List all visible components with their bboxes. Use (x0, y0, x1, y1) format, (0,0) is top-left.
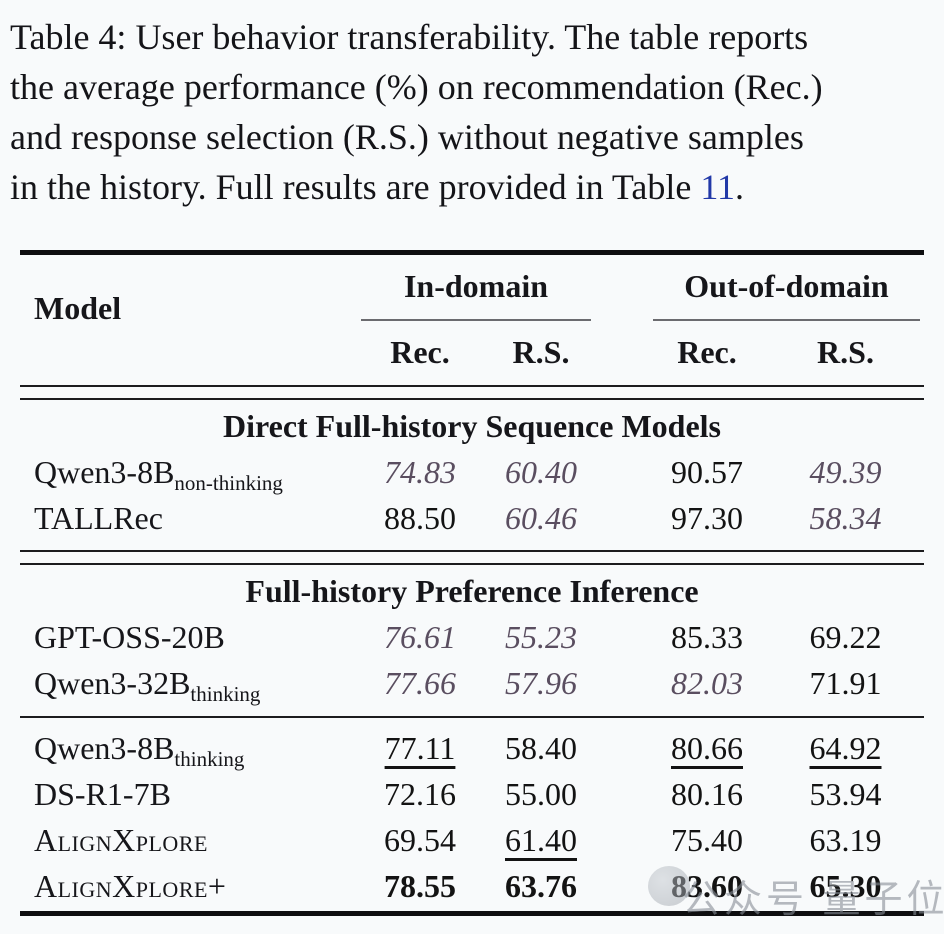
column-header-rs-in: R.S. (512, 334, 570, 370)
section-single-rule (20, 715, 924, 718)
value-cell: 77.11 (384, 729, 456, 766)
model-name: AlignXplore (34, 821, 208, 858)
model-name: GPT-OSS-20B (34, 619, 225, 655)
column-header-rs-out: R.S. (817, 334, 874, 370)
table-header: Model In-domain Out-of-domain Rec. R.S. … (20, 255, 924, 385)
caption-line: Table 4: User behavior transferability. … (10, 17, 809, 57)
value-cell: 58.34 (809, 500, 882, 536)
value-cell: 55.00 (505, 775, 577, 812)
caption-line: and response selection (R.S.) without ne… (10, 117, 804, 157)
value-cell: 69.54 (384, 821, 456, 858)
section-title: Full-history Preference Inference (245, 573, 699, 609)
value-cell: 80.16 (671, 775, 743, 812)
value-cell: 71.91 (809, 665, 882, 701)
caption-line: in the history. Full results are provide… (10, 162, 936, 212)
table-row: Qwen3-8Bthinking 77.11 58.40 80.66 64.92 (20, 725, 924, 771)
table-row: DS-R1-7B 72.16 55.00 80.16 53.94 (20, 771, 924, 817)
model-name: TALLRec (34, 500, 163, 536)
value-cell: 61.40 (505, 821, 577, 858)
group-header-out-of-domain: Out-of-domain (653, 255, 920, 321)
value-cell: 97.30 (671, 500, 743, 536)
value-cell: 55.23 (505, 619, 577, 655)
value-cell: 74.83 (384, 454, 456, 490)
value-cell: 75.40 (671, 821, 743, 858)
header-double-rule (20, 384, 924, 400)
results-table: Model In-domain Out-of-domain Rec. R.S. … (20, 250, 924, 916)
caption-text: . (735, 167, 745, 207)
value-cell: 60.40 (505, 454, 577, 490)
value-cell: 65.30 (809, 867, 882, 904)
caption-line: the average performance (%) on recommend… (10, 67, 823, 107)
value-cell: 58.40 (505, 729, 577, 766)
value-cell: 78.55 (384, 867, 456, 904)
caption-text: in the history. Full results are provide… (10, 167, 701, 207)
value-cell: 90.57 (671, 454, 743, 490)
section-direct-full-history: Direct Full-history Sequence Models Qwen… (20, 400, 924, 542)
model-name: Qwen3-32Bthinking (34, 665, 261, 706)
table-11-link[interactable]: 11 (700, 167, 736, 207)
value-cell: 83.60 (671, 867, 743, 904)
table-row: Qwen3-32Bthinking 77.66 57.96 82.03 71.9… (20, 661, 924, 707)
column-header-model: Model (34, 290, 122, 326)
value-cell: 72.16 (384, 775, 456, 812)
table-bottom-rule (20, 911, 924, 916)
value-cell: 69.22 (809, 619, 882, 655)
model-name: Qwen3-8Bnon-thinking (34, 454, 283, 495)
model-subscript: thinking (174, 746, 245, 771)
value-cell: 53.94 (809, 775, 882, 812)
value-cell: 76.61 (384, 619, 456, 655)
section-ours: Qwen3-8Bthinking 77.11 58.40 80.66 64.92… (20, 718, 924, 909)
section-preference-inference: Full-history Preference Inference GPT-OS… (20, 565, 924, 707)
value-cell: 63.76 (505, 867, 577, 904)
value-cell: 60.46 (505, 500, 577, 536)
table-row: TALLRec 88.50 60.46 97.30 58.34 (20, 496, 924, 542)
table-row: AlignXplore+ 78.55 63.76 83.60 65.30 (20, 863, 924, 909)
column-header-rec-in: Rec. (390, 334, 450, 370)
value-cell: 77.66 (384, 665, 456, 701)
table-row: GPT-OSS-20B 76.61 55.23 85.33 69.22 (20, 615, 924, 661)
value-cell: 64.92 (809, 729, 882, 766)
section-double-rule (20, 549, 924, 565)
model-subscript: thinking (190, 682, 261, 706)
value-cell: 85.33 (671, 619, 743, 655)
value-cell: 63.19 (809, 821, 882, 858)
model-name: Qwen3-8Bthinking (34, 729, 245, 771)
value-cell: 82.03 (671, 665, 743, 701)
table-row: AlignXplore 69.54 61.40 75.40 63.19 (20, 817, 924, 863)
value-cell: 80.66 (671, 729, 743, 766)
section-title: Direct Full-history Sequence Models (222, 408, 721, 444)
model-name: AlignXplore+ (34, 867, 227, 904)
value-cell: 88.50 (384, 500, 456, 536)
value-cell: 57.96 (505, 665, 577, 701)
table-row: Qwen3-8Bnon-thinking 74.83 60.40 90.57 4… (20, 450, 924, 496)
model-name: DS-R1-7B (34, 775, 171, 812)
column-header-rec-out: Rec. (677, 334, 737, 370)
table-top-rule (20, 250, 924, 255)
model-subscript: non-thinking (174, 471, 283, 495)
value-cell: 49.39 (809, 454, 882, 490)
group-header-in-domain: In-domain (361, 255, 591, 321)
table-caption: Table 4: User behavior transferability. … (0, 0, 944, 212)
